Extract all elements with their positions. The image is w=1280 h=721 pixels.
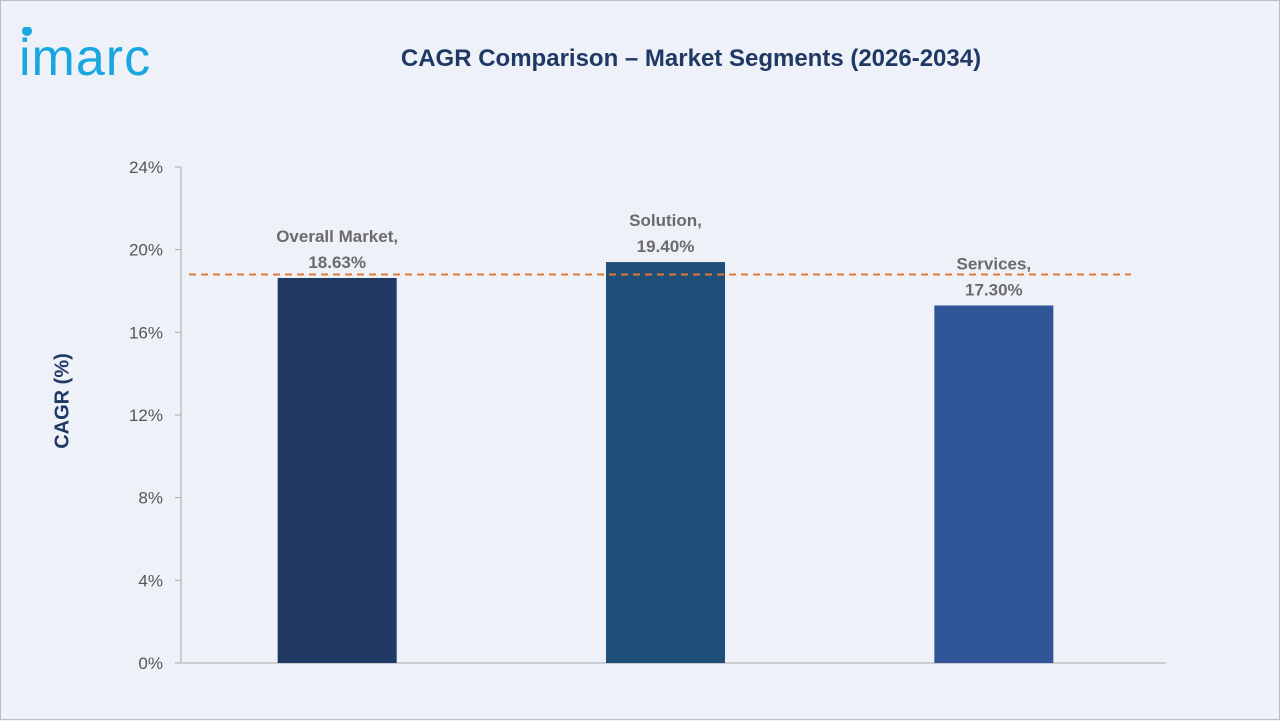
y-tick-label: 16% (129, 323, 163, 342)
data-label: Services, 17.30% (956, 254, 1031, 299)
bar-services (934, 305, 1054, 663)
y-tick-label: 12% (129, 406, 163, 425)
svg-text:imarc: imarc (19, 29, 151, 87)
data-label: Overall Market, 18.63% (276, 227, 398, 272)
y-tick-label: 8% (138, 489, 163, 508)
data-label: Solution, 19.40% (629, 211, 702, 256)
imarc-logo: imarc (19, 27, 151, 87)
y-tick-label: 4% (138, 571, 163, 590)
chart-title: CAGR Comparison – Market Segments (2026-… (400, 45, 982, 72)
y-tick-label: 20% (129, 241, 163, 260)
bar-solution (606, 262, 725, 663)
y-tick-label: 24% (129, 158, 163, 177)
y-tick-label: 0% (138, 654, 163, 673)
bar-overall-market (277, 277, 397, 663)
